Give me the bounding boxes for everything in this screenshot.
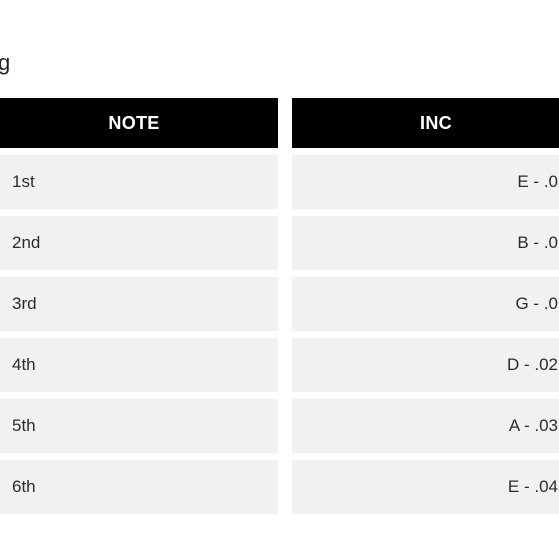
cell-inches: A - .03 <box>292 399 559 453</box>
cell-note: 2nd <box>0 216 278 270</box>
cell-inches: E - .0 <box>292 155 559 209</box>
cell-inches: E - .04 <box>292 460 559 514</box>
string-gauge-table-fragment: g NOTE 1st 2nd 3rd 4th 5th 6th INC E - .… <box>0 50 559 514</box>
table-caption: g <box>0 50 559 76</box>
cell-note: 1st <box>0 155 278 209</box>
cell-inches: B - .0 <box>292 216 559 270</box>
header-inches: INC <box>292 98 559 148</box>
header-note: NOTE <box>0 98 278 148</box>
cell-inches: D - .02 <box>292 338 559 392</box>
table-columns: NOTE 1st 2nd 3rd 4th 5th 6th INC E - .0 … <box>0 98 559 514</box>
cell-note: 5th <box>0 399 278 453</box>
cell-note: 6th <box>0 460 278 514</box>
cell-note: 3rd <box>0 277 278 331</box>
column-inches: INC E - .0 B - .0 G - .0 D - .02 A - .03… <box>292 98 559 514</box>
cell-inches: G - .0 <box>292 277 559 331</box>
cell-note: 4th <box>0 338 278 392</box>
column-note: NOTE 1st 2nd 3rd 4th 5th 6th <box>0 98 278 514</box>
